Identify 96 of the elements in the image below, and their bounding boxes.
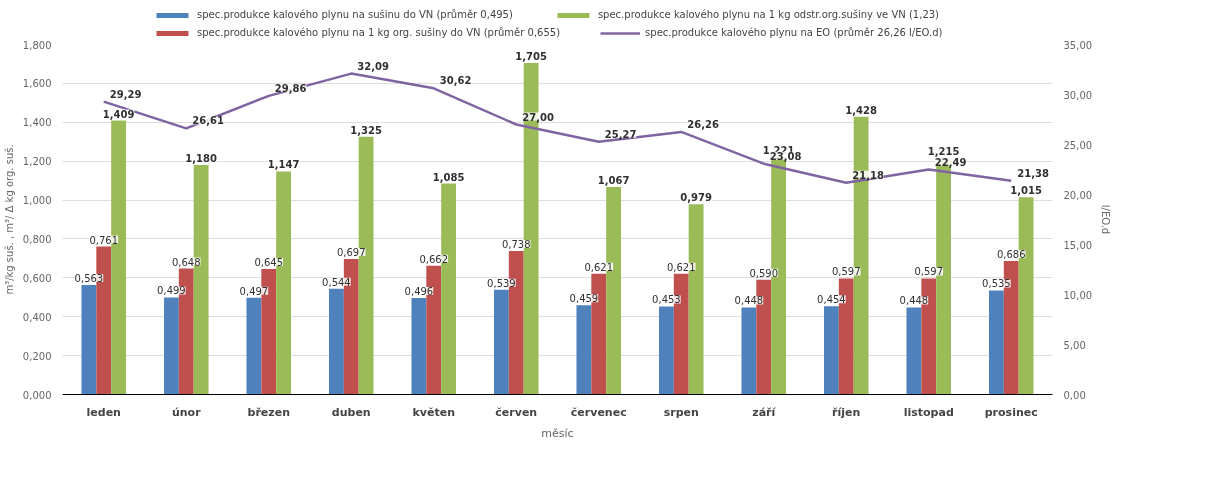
data-label: 26,26	[687, 118, 719, 130]
bar	[81, 285, 97, 395]
data-label: 0,697	[336, 246, 366, 258]
data-label: 0,454	[817, 294, 846, 306]
data-label: 1,428	[845, 104, 877, 116]
x-tick-label: září	[752, 405, 777, 419]
bar	[823, 306, 839, 395]
bar	[988, 290, 1004, 395]
data-label: 0,499	[157, 285, 186, 297]
bar	[163, 297, 179, 395]
data-label: 29,29	[109, 88, 142, 100]
bar	[246, 297, 262, 395]
legend-label: spec.produkce kalového plynu na sušinu do VN (průměr 0,495)	[197, 9, 513, 20]
y2-tick-label: 20,00	[1063, 189, 1093, 201]
x-tick-label: říjen	[832, 405, 861, 419]
legend-label: spec.produkce kalového plynu na 1 kg org. sušiny do VN (průměr 0,655)	[197, 27, 561, 38]
data-label: 0,648	[171, 256, 201, 268]
bar	[658, 306, 674, 395]
data-label: 21,38	[1017, 167, 1049, 179]
bar	[576, 305, 592, 395]
legend-label: spec.produkce kalového plynu na 1 kg odstr.org.sušiny ve VN (1,23)	[597, 9, 940, 20]
data-label: 0,496	[404, 286, 434, 298]
data-label: 0,535	[982, 278, 1011, 290]
data-label: 32,09	[357, 60, 389, 72]
data-label: 0,738	[501, 239, 531, 250]
data-label: 0,448	[734, 295, 764, 307]
data-label: 0,448	[899, 295, 929, 307]
y2-tick-label: 25,00	[1063, 139, 1093, 151]
data-label: 1,409	[102, 108, 135, 120]
data-label: 1,215	[927, 146, 960, 158]
y2-tick-label: 35,00	[1063, 39, 1093, 51]
y2-tick-label: 15,00	[1063, 239, 1093, 251]
y-tick-label: 0,800	[22, 233, 52, 245]
y-tick-label: 1,800	[22, 39, 52, 51]
x-tick-label: prosinec	[984, 405, 1038, 419]
y-axis-title: m³/kg suš. , m³/ Δ kg org. suš.	[3, 144, 15, 295]
data-label: 0,621	[666, 261, 696, 273]
x-tick-label: listopad	[903, 405, 954, 419]
y-tick-label: 0,600	[22, 272, 52, 284]
data-label: 0,645	[254, 257, 284, 269]
bar	[411, 298, 427, 395]
y2-axis-title: l/EO.d	[1100, 204, 1112, 235]
data-label: 1,067	[597, 175, 630, 187]
bar	[741, 307, 757, 395]
data-label: 26,61	[192, 115, 224, 127]
data-label: 0,686	[996, 249, 1026, 261]
bar	[906, 307, 922, 395]
data-label: 0,662	[419, 253, 449, 265]
data-label: 1,015	[1010, 185, 1042, 197]
x-tick-label: červen	[495, 405, 538, 419]
legend-label: spec.produkce kalového plynu na EO (průměr 26,26 l/EO.d)	[645, 27, 943, 38]
data-label: 0,539	[487, 277, 516, 289]
bar	[493, 289, 509, 395]
y2-tick-label: 5,00	[1063, 339, 1086, 351]
x-axis-title: měsíc	[541, 426, 574, 440]
bar	[328, 288, 344, 395]
data-label: 0,597	[831, 266, 861, 278]
data-label: 21,18	[852, 169, 884, 181]
y2-tick-label: 0,00	[1063, 389, 1086, 401]
data-label: 1,705	[515, 50, 547, 62]
data-label: 25,27	[604, 128, 637, 140]
y-tick-label: 0,000	[22, 389, 52, 401]
data-label: 0,597	[914, 266, 944, 278]
data-label: 1,325	[350, 124, 382, 136]
x-tick-label: duben	[331, 405, 371, 419]
data-label: 0,453	[652, 294, 681, 306]
x-tick-label: leden	[86, 405, 121, 419]
x-tick-label: březen	[247, 405, 290, 419]
y-tick-label: 1,600	[22, 78, 52, 90]
data-label: 0,979	[680, 192, 712, 204]
data-label: 0,621	[584, 261, 614, 273]
line-series	[102, 72, 1013, 184]
x-tick-label: červenec	[570, 405, 627, 419]
y-tick-label: 1,400	[22, 117, 52, 129]
y2-tick-label: 30,00	[1063, 89, 1093, 101]
y2-tick-label: 10,00	[1063, 289, 1093, 301]
data-label: 27,00	[522, 111, 554, 123]
x-tick-label: únor	[171, 405, 202, 419]
data-label: 22,49	[934, 156, 967, 168]
data-label: 1,180	[185, 153, 217, 165]
y-tick-label: 0,200	[22, 350, 52, 362]
data-label: 29,86	[274, 82, 307, 94]
x-tick-label: srpen	[663, 405, 699, 419]
data-label: 0,459	[569, 293, 599, 305]
x-tick-label: květen	[412, 405, 455, 419]
data-label: 0,497	[239, 285, 269, 297]
data-label: 1,147	[267, 159, 300, 171]
data-label: 0,590	[749, 267, 779, 279]
data-label: 30,62	[439, 75, 472, 87]
y-tick-label: 0,400	[22, 311, 52, 323]
data-label: 0,563	[74, 273, 104, 285]
data-label: 0,761	[89, 234, 119, 246]
data-label: 1,085	[432, 171, 465, 183]
y-tick-label: 1,200	[22, 156, 52, 168]
data-label: 0,544	[322, 276, 351, 288]
y-tick-label: 1,000	[22, 195, 52, 207]
